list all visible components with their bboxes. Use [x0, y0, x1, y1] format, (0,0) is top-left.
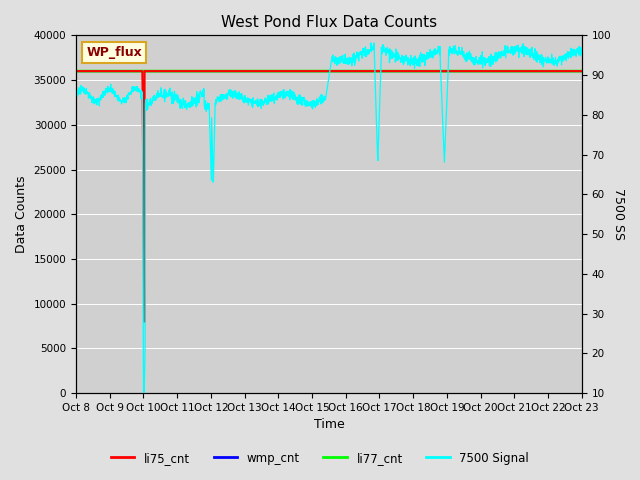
X-axis label: Time: Time [314, 419, 344, 432]
Legend: li75_cnt, wmp_cnt, li77_cnt, 7500 Signal: li75_cnt, wmp_cnt, li77_cnt, 7500 Signal [106, 447, 534, 469]
Title: West Pond Flux Data Counts: West Pond Flux Data Counts [221, 15, 437, 30]
Text: WP_flux: WP_flux [86, 46, 142, 59]
Y-axis label: 7500 SS: 7500 SS [612, 188, 625, 240]
Y-axis label: Data Counts: Data Counts [15, 176, 28, 253]
